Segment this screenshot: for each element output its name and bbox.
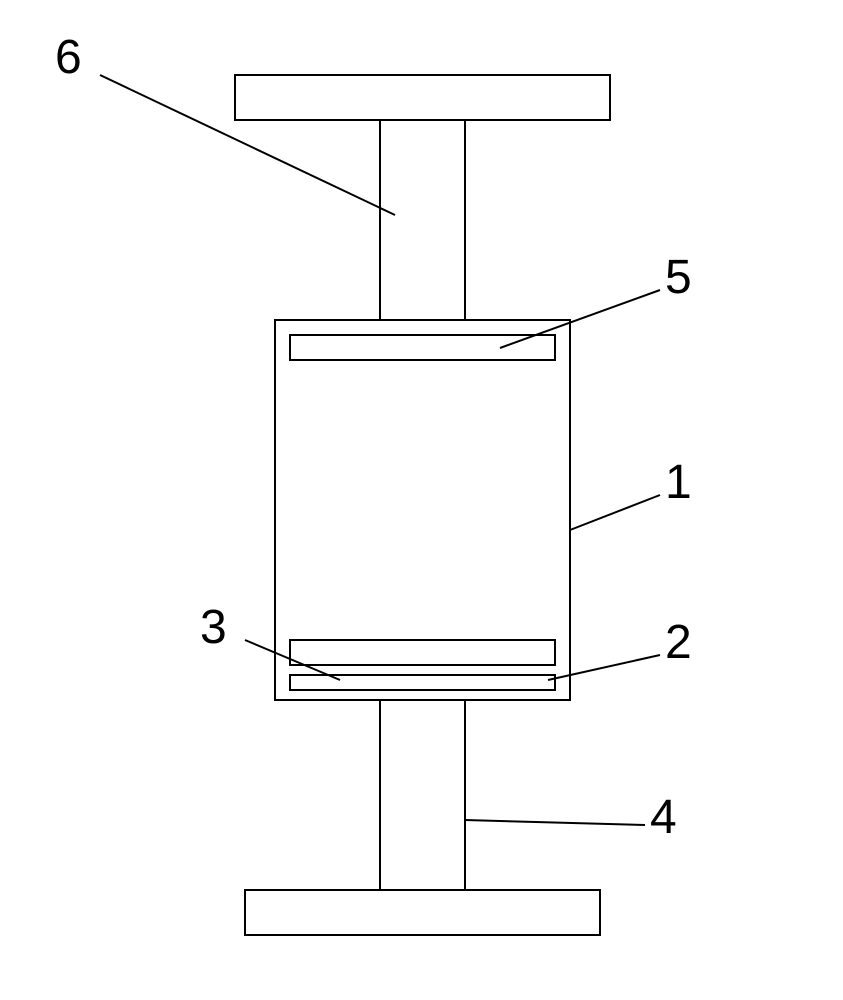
label-2: 2 xyxy=(665,615,692,670)
label-3: 3 xyxy=(200,600,227,655)
diagram-svg xyxy=(0,0,843,1000)
main-body xyxy=(275,320,570,700)
bottom-spacer xyxy=(290,675,555,690)
top-stem xyxy=(380,120,465,320)
label-5: 5 xyxy=(665,250,692,305)
bottom-stem xyxy=(380,700,465,890)
top-flange xyxy=(235,75,610,120)
leader-2 xyxy=(548,655,660,680)
bottom-flange xyxy=(245,890,600,935)
label-4: 4 xyxy=(650,790,677,845)
technical-diagram: 6 5 1 3 2 4 xyxy=(0,0,843,1000)
top-inner-plate xyxy=(290,335,555,360)
label-6: 6 xyxy=(55,30,82,85)
bottom-inner-plate xyxy=(290,640,555,665)
leader-6 xyxy=(100,75,395,215)
label-1: 1 xyxy=(665,455,692,510)
leader-1 xyxy=(570,495,660,530)
leader-4 xyxy=(465,820,645,825)
